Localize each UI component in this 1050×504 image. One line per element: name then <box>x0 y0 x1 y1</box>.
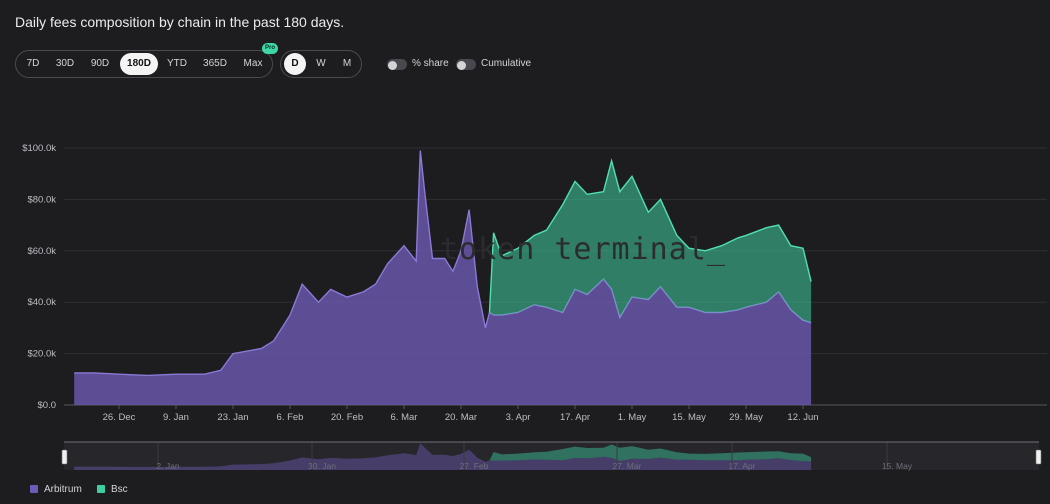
range-7d-button[interactable]: 7D <box>26 58 40 69</box>
navigator-label: 27. Feb <box>460 461 489 471</box>
legend-swatch-bsc <box>97 485 105 493</box>
range-30d-button[interactable]: 30D <box>55 58 75 69</box>
range-365d-button[interactable]: 365D <box>203 58 227 69</box>
granularity-selector: D W M <box>280 50 362 78</box>
x-tick-label: 17. Apr <box>560 412 590 423</box>
x-tick-label: 20. Feb <box>331 412 363 423</box>
range-max-button[interactable]: Max <box>243 58 263 69</box>
navigator-label: 27. Mar <box>613 461 642 471</box>
range-180d-button[interactable]: 180D <box>120 53 158 75</box>
x-tick-label: 15. May <box>672 412 706 423</box>
granularity-week-button[interactable]: W <box>316 58 326 69</box>
x-tick-label: 3. Apr <box>506 412 531 423</box>
time-range-selector: 7D 30D 90D 180D YTD 365D Max <box>15 50 273 78</box>
toggle-track <box>387 59 407 70</box>
y-tick-label: $80.0k <box>27 194 56 205</box>
range-90d-button[interactable]: 90D <box>90 58 110 69</box>
x-tick-label: 6. Feb <box>277 412 304 423</box>
x-tick-label: 20. Mar <box>445 412 477 423</box>
granularity-month-button[interactable]: M <box>342 58 352 69</box>
navigator-background[interactable] <box>64 442 1039 470</box>
area-series-bsc[interactable] <box>489 160 812 323</box>
y-tick-label: $0.0 <box>38 400 57 411</box>
chart-title: Daily fees composition by chain in the p… <box>15 14 345 30</box>
x-tick-label: 12. Jun <box>787 412 818 423</box>
x-tick-label: 9. Jan <box>163 412 189 423</box>
cumulative-label: Cumulative <box>481 58 532 69</box>
legend-label-bsc: Bsc <box>111 484 128 495</box>
y-tick-label: $20.0k <box>27 349 56 360</box>
pro-badge: Pro <box>262 43 278 54</box>
legend-swatch-arbitrum <box>30 485 38 493</box>
x-tick-label: 26. Dec <box>103 412 136 423</box>
line-series-bsc <box>488 158 812 313</box>
x-tick-label: 1. May <box>618 412 647 423</box>
navigator-left-handle[interactable] <box>61 449 68 465</box>
navigator-label: 2. Jan <box>156 461 179 471</box>
legend-label-arbitrum: Arbitrum <box>44 484 82 495</box>
navigator-series-arbitrum <box>74 443 812 470</box>
y-tick-label: $40.0k <box>27 297 56 308</box>
navigator-series-bsc <box>74 443 812 467</box>
y-tick-label: $60.0k <box>27 246 56 257</box>
y-tick-label: $100.0k <box>22 143 56 154</box>
toggle-knob <box>457 61 466 70</box>
navigator-right-handle[interactable] <box>1035 449 1042 465</box>
area-series-arbitrum[interactable] <box>74 150 812 405</box>
percent-share-label: % share <box>412 58 449 69</box>
navigator-label: 30. Jan <box>308 461 336 471</box>
granularity-day-button[interactable]: D <box>284 53 306 75</box>
x-tick-label: 23. Jan <box>217 412 248 423</box>
navigator-label: 15. May <box>882 461 913 471</box>
x-tick-label: 6. Mar <box>391 412 418 423</box>
toggle-track <box>456 59 476 70</box>
navigator-label: 17. Apr <box>729 461 756 471</box>
toggle-knob <box>388 61 397 70</box>
range-ytd-button[interactable]: YTD <box>167 58 187 69</box>
x-tick-label: 29. May <box>729 412 763 423</box>
